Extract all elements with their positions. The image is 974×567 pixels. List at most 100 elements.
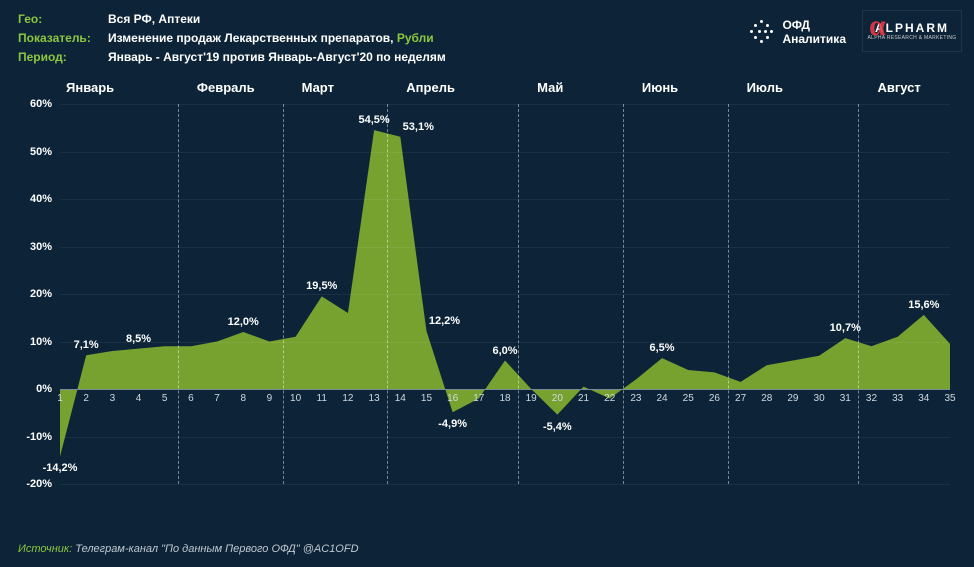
month-label: Июль <box>747 80 783 95</box>
month-label: Март <box>302 80 334 95</box>
month-separator <box>623 104 624 484</box>
data-label: 7,1% <box>74 339 99 351</box>
data-label: 54,5% <box>359 114 390 126</box>
data-label: 8,5% <box>126 333 151 345</box>
metric-value-pre: Изменение продаж Лекарственных препарато… <box>108 31 397 45</box>
ofd-line2: Аналитика <box>782 32 846 46</box>
data-label: 12,2% <box>429 315 460 327</box>
month-label: Август <box>877 80 920 95</box>
geo-value: Вся РФ, Аптеки <box>108 10 200 29</box>
month-labels: Январь Февраль Март Апрель Май Июнь Июль Август <box>60 80 950 98</box>
x-axis-tick: 14 <box>395 393 406 404</box>
month-label: Июнь <box>642 80 678 95</box>
month-separator <box>518 104 519 484</box>
x-axis-tick: 13 <box>369 393 380 404</box>
alpharm-alpha-icon: α <box>869 9 886 43</box>
x-axis-tick: 5 <box>162 393 168 404</box>
data-label: -14,2% <box>43 462 78 474</box>
source-value: Телеграм-канал "По данным Первого ОФД" @… <box>75 543 358 555</box>
data-label: 15,6% <box>908 299 939 311</box>
y-axis-label: 0% <box>36 383 52 395</box>
grid-line <box>60 484 950 485</box>
y-axis-label: 50% <box>30 146 52 158</box>
data-label: 12,0% <box>228 316 259 328</box>
grid-line <box>60 104 950 105</box>
month-label: Апрель <box>406 80 455 95</box>
x-axis-tick: 9 <box>267 393 273 404</box>
x-axis-tick: 8 <box>240 393 246 404</box>
period-value: Январь - Август'19 против Январь-Август'… <box>108 48 446 67</box>
month-label: Январь <box>66 80 114 95</box>
chart-area: Январь Февраль Март Апрель Май Июнь Июль Август… <box>60 80 950 520</box>
x-axis-tick: 2 <box>83 393 89 404</box>
x-axis-tick: 6 <box>188 393 194 404</box>
x-axis-tick: 10 <box>290 393 301 404</box>
data-label: 6,0% <box>492 345 517 357</box>
metric-label: Показатель: <box>18 29 108 48</box>
x-axis-tick: 30 <box>814 393 825 404</box>
ofd-line1: ОФД <box>782 18 846 32</box>
month-separator <box>728 104 729 484</box>
y-axis-label: -20% <box>26 478 52 490</box>
ofd-logo: ОФД Аналитика <box>748 18 846 46</box>
plot: -20%-10%0%10%20%30%40%50%60%123456789101… <box>60 104 950 484</box>
zero-line <box>60 389 950 390</box>
grid-line <box>60 294 950 295</box>
x-axis-tick: 1 <box>57 393 63 404</box>
x-axis-tick: 24 <box>656 393 667 404</box>
x-axis-tick: 31 <box>840 393 851 404</box>
y-axis-label: 60% <box>30 98 52 110</box>
ofd-dots-icon <box>748 18 776 46</box>
x-axis-tick: 23 <box>630 393 641 404</box>
x-axis-tick: 35 <box>944 393 955 404</box>
metric-value: Изменение продаж Лекарственных препарато… <box>108 29 434 48</box>
source-label: Источник: <box>18 543 72 555</box>
alpharm-logo: ALPHARM ALPHA RESEARCH & MARKETING α <box>862 10 962 52</box>
x-axis-tick: 4 <box>136 393 142 404</box>
grid-line <box>60 152 950 153</box>
y-axis-label: 40% <box>30 193 52 205</box>
x-axis-tick: 3 <box>110 393 116 404</box>
x-axis-tick: 16 <box>447 393 458 404</box>
metric-value-highlight: Рубли <box>397 31 434 45</box>
x-axis-tick: 11 <box>317 393 327 404</box>
geo-label: Гео: <box>18 10 108 29</box>
x-axis-tick: 17 <box>473 393 484 404</box>
data-label: -4,9% <box>438 418 467 430</box>
x-axis-tick: 7 <box>214 393 220 404</box>
x-axis-tick: 26 <box>709 393 720 404</box>
header-block: Гео: Вся РФ, Аптеки Показатель: Изменени… <box>18 10 446 68</box>
grid-line <box>60 247 950 248</box>
grid-line <box>60 342 950 343</box>
grid-line <box>60 199 950 200</box>
data-label: -5,4% <box>543 421 572 433</box>
x-axis-tick: 33 <box>892 393 903 404</box>
period-label: Период: <box>18 48 108 67</box>
x-axis-tick: 28 <box>761 393 772 404</box>
x-axis-tick: 19 <box>526 393 537 404</box>
x-axis-tick: 20 <box>552 393 563 404</box>
alpharm-text: ALPHARM <box>875 21 949 35</box>
x-axis-tick: 22 <box>604 393 615 404</box>
x-axis-tick: 15 <box>421 393 432 404</box>
x-axis-tick: 18 <box>499 393 510 404</box>
y-axis-label: -10% <box>26 431 52 443</box>
data-label: 19,5% <box>306 280 337 292</box>
month-label: Февраль <box>197 80 255 95</box>
month-separator <box>178 104 179 484</box>
y-axis-label: 10% <box>30 336 52 348</box>
x-axis-tick: 34 <box>918 393 929 404</box>
data-label: 53,1% <box>403 121 434 133</box>
month-label: Май <box>537 80 563 95</box>
x-axis-tick: 25 <box>683 393 694 404</box>
month-separator <box>283 104 284 484</box>
data-label: 10,7% <box>830 322 861 334</box>
y-axis-label: 30% <box>30 241 52 253</box>
x-axis-tick: 32 <box>866 393 877 404</box>
data-label: 6,5% <box>650 342 675 354</box>
x-axis-tick: 27 <box>735 393 746 404</box>
y-axis-label: 20% <box>30 288 52 300</box>
x-axis-tick: 21 <box>578 393 589 404</box>
month-separator <box>387 104 388 484</box>
x-axis-tick: 12 <box>342 393 353 404</box>
